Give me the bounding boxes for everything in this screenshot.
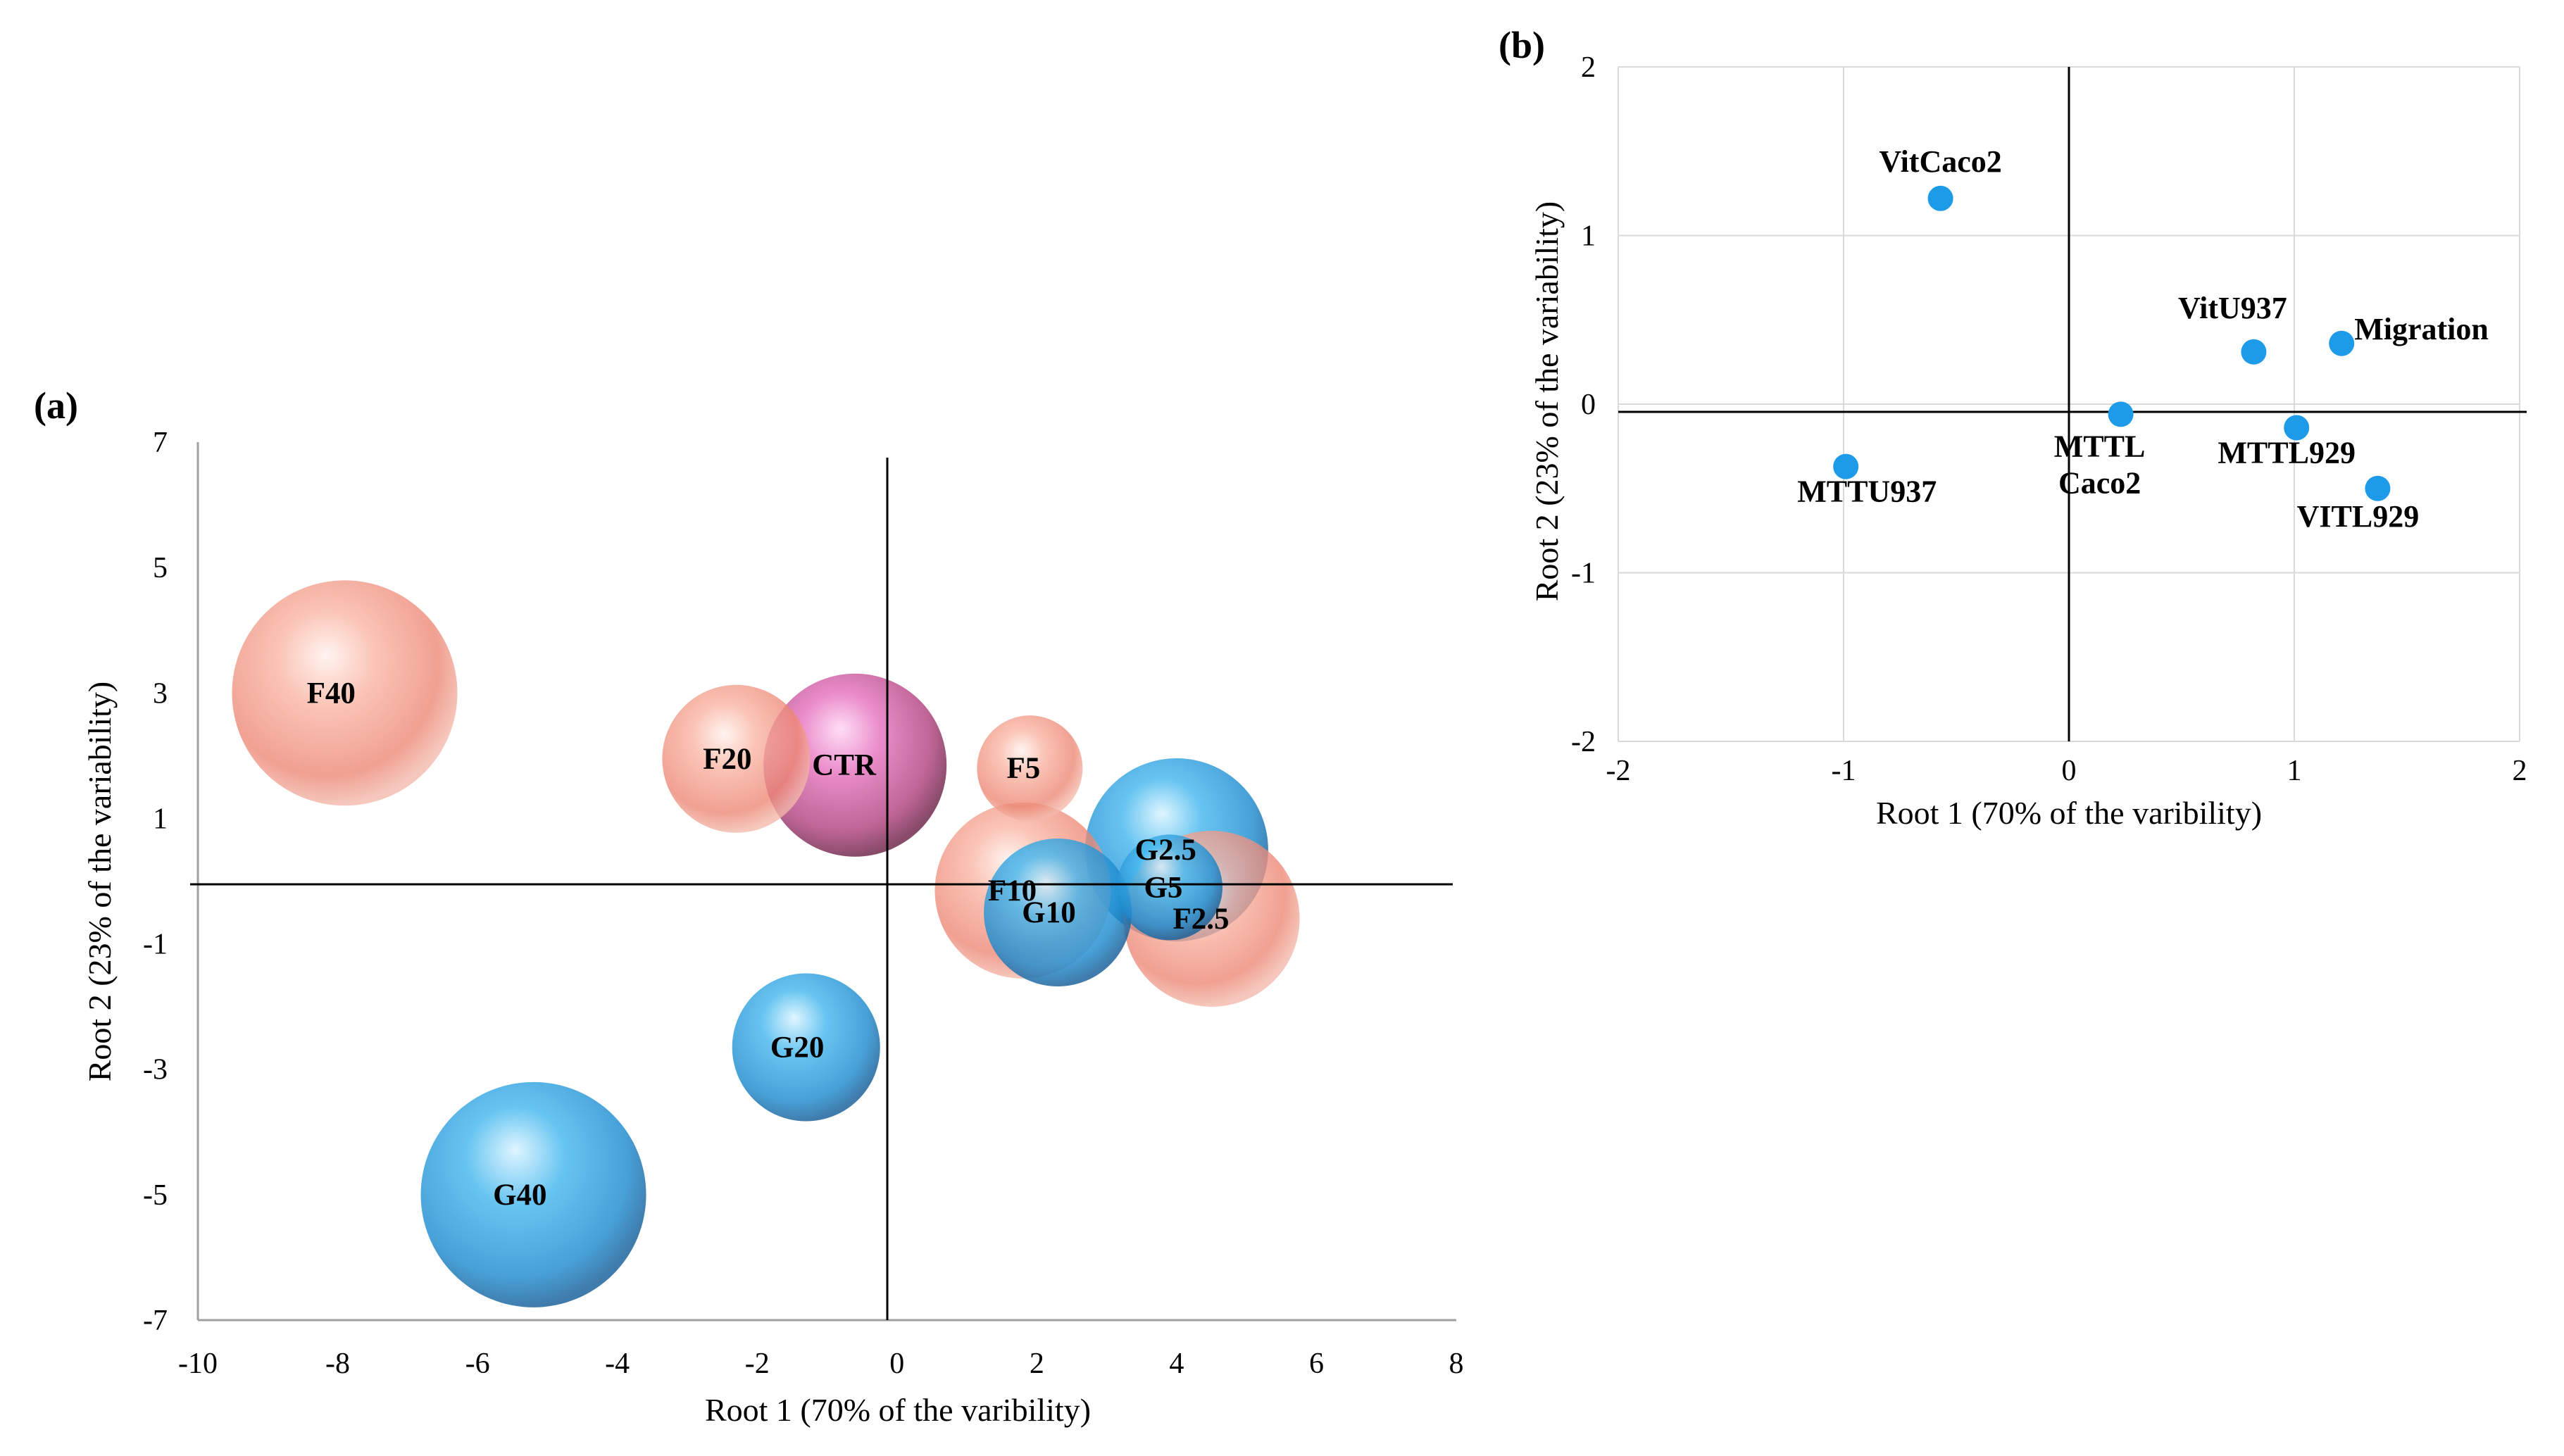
panel-b-x-axis-title: Root 1 (70% of the varibility) <box>1876 795 2262 831</box>
y-tick-label: 7 <box>153 427 168 459</box>
panel-b-y-ticks: 2 1 0 -1 -2 <box>1571 51 1596 758</box>
x-tick-label: 2 <box>2513 755 2527 787</box>
y-tick-label: -3 <box>143 1054 168 1086</box>
bubble-label-g40: G40 <box>493 1179 546 1212</box>
bubble-ctr <box>763 673 947 857</box>
point-mttu937 <box>1833 453 1859 479</box>
panel-a-x-ticks: -10 -8 -6 -4 -2 0 2 4 6 8 <box>178 1348 1464 1380</box>
bubble-label-f10: F10 <box>988 874 1037 908</box>
y-tick-label: -1 <box>1571 558 1596 590</box>
panel-a-label: (a) <box>34 384 78 427</box>
y-tick-label: 1 <box>1581 220 1596 253</box>
panel-b-label: (b) <box>1499 24 1545 66</box>
bubble-f40 <box>232 580 458 806</box>
point-label-mttu937: MTTU937 <box>1797 475 1937 509</box>
bubble-label-f2-5: F2.5 <box>1173 903 1230 936</box>
x-tick-label: -2 <box>745 1348 770 1380</box>
point-vitcaco2 <box>1927 185 1953 211</box>
bubble-g5 <box>1116 834 1222 941</box>
x-tick-label: 6 <box>1309 1348 1324 1380</box>
panel-a-y-axis-title: Root 2 (23% of the variability) <box>82 682 118 1082</box>
bubble-label-g5: G5 <box>1144 871 1182 904</box>
x-tick-label: -2 <box>1606 755 1631 787</box>
point-label-vitcaco2: VitCaco2 <box>1879 144 2001 179</box>
y-tick-label: -5 <box>143 1179 168 1212</box>
panel-b-points <box>1833 185 2391 501</box>
point-label-vitl929: VITL929 <box>2297 499 2420 534</box>
y-tick-label: 1 <box>153 803 168 835</box>
panel-b-y-axis-title: Root 2 (23% of the variability) <box>1529 201 1565 602</box>
point-label-mttl-caco2: MTTL Caco2 <box>2054 429 2146 500</box>
x-tick-label: 0 <box>2062 755 2077 787</box>
y-tick-label: 5 <box>153 552 168 584</box>
bubble-g10 <box>984 839 1132 987</box>
y-tick-label: -1 <box>143 929 168 961</box>
x-tick-label: 1 <box>2287 755 2302 787</box>
x-tick-label: -6 <box>465 1348 490 1380</box>
x-tick-label: 4 <box>1169 1348 1184 1380</box>
point-label-mttl929: MTTL929 <box>2218 436 2356 470</box>
x-tick-label: -8 <box>325 1348 350 1380</box>
bubble-label-ctr: CTR <box>812 749 877 782</box>
panel-a-y-ticks: 7 5 3 1 -1 -3 -5 -7 <box>143 427 168 1337</box>
point-mttl-caco2 <box>2108 401 2134 427</box>
bubble-label-f20: F20 <box>703 743 751 776</box>
panel-b-scatter-chart: (b) VitCaco2 VitU937 Migration MTTL Caco2 MTT… <box>1499 24 2527 831</box>
x-tick-label: -1 <box>1832 755 1856 787</box>
bubble-label-g20: G20 <box>770 1031 824 1065</box>
y-tick-label: 2 <box>1581 51 1596 84</box>
y-tick-label: 0 <box>1581 389 1596 421</box>
point-migration <box>2329 330 2355 356</box>
bubble-g20 <box>732 973 880 1122</box>
point-mttl929 <box>2284 415 2310 441</box>
y-tick-label: -7 <box>143 1305 168 1337</box>
bubble-f5 <box>977 715 1083 822</box>
x-tick-label: 0 <box>889 1348 904 1380</box>
x-tick-label: -4 <box>605 1348 630 1380</box>
panel-a-x-axis-title: Root 1 (70% of the varibility) <box>705 1392 1091 1428</box>
point-label-migration: Migration <box>2354 312 2489 346</box>
panel-b-x-ticks: -2 -1 0 1 2 <box>1606 755 2527 787</box>
panel-b-point-labels: VitCaco2 VitU937 Migration MTTL Caco2 MTTL929… <box>1797 144 2489 534</box>
bubble-label-f40: F40 <box>307 677 356 710</box>
x-tick-label: -10 <box>178 1348 218 1380</box>
bubble-label-f5: F5 <box>1007 752 1041 785</box>
x-tick-label: 2 <box>1030 1348 1044 1380</box>
y-tick-label: -2 <box>1571 726 1596 758</box>
bubble-f20 <box>662 684 811 833</box>
point-vitl929 <box>2365 475 2391 501</box>
point-label-vitu937: VitU937 <box>2178 291 2287 325</box>
bubble-label-g2-5: G2.5 <box>1135 834 1196 867</box>
bubble-g40 <box>420 1081 646 1307</box>
panel-a-bubbles <box>232 580 1300 1307</box>
bubble-label-g10: G10 <box>1022 896 1075 929</box>
point-vitu937 <box>2241 339 2267 365</box>
y-tick-label: 3 <box>153 677 168 710</box>
x-tick-label: 8 <box>1449 1348 1464 1380</box>
